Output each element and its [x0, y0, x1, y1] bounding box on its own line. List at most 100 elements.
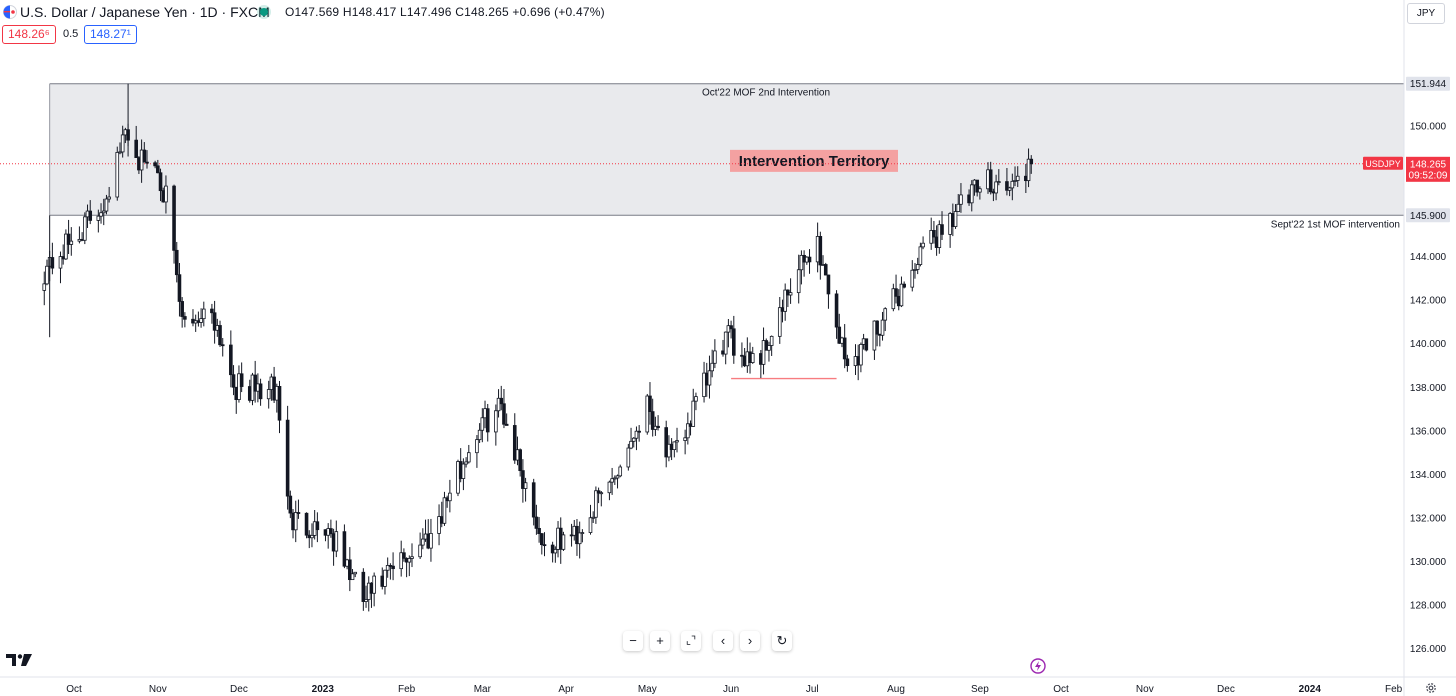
candle-body: [174, 249, 179, 276]
candle-body: [610, 478, 614, 483]
y-tick-label: 130.000: [1410, 557, 1447, 568]
candle-body: [777, 307, 782, 337]
candle-body: [58, 256, 63, 269]
sell-price-button[interactable]: 148.26⁶: [2, 25, 56, 44]
scroll-left-button[interactable]: ‹: [713, 631, 733, 651]
candle-body: [826, 274, 831, 295]
ohlc-readout: O147.569 H148.417 L147.496 C148.265 +0.6…: [285, 5, 605, 19]
currency-button[interactable]: JPY: [1407, 3, 1445, 24]
candle-body: [334, 531, 339, 552]
candle-body: [683, 437, 687, 441]
candle-body: [769, 335, 774, 346]
candle-body: [383, 569, 387, 587]
candle-body: [875, 320, 879, 335]
candle-body: [580, 532, 585, 534]
candle-body: [421, 538, 425, 546]
candle-body: [253, 374, 257, 392]
candle-body: [504, 423, 509, 426]
candle-body: [650, 411, 655, 430]
candle-body: [399, 552, 403, 570]
candle-body: [537, 527, 541, 535]
candle-body: [1015, 175, 1020, 181]
candle-body: [496, 397, 501, 412]
candle-body: [713, 350, 717, 364]
candle-body: [959, 194, 963, 205]
candle-body: [1010, 180, 1015, 189]
candle-body: [588, 517, 593, 533]
territory-label: Intervention Territory: [739, 153, 890, 170]
candle-body: [921, 242, 925, 248]
candle-body: [664, 427, 668, 458]
candle-body: [50, 257, 55, 269]
x-tick-label: Dec: [230, 684, 248, 695]
candle-body: [818, 236, 823, 266]
candle-body: [66, 233, 71, 245]
market-status-icon[interactable]: [260, 8, 268, 16]
x-tick-label: Sep: [971, 684, 989, 695]
candle-body: [523, 482, 528, 489]
zoom-in-button[interactable]: +: [650, 631, 670, 651]
x-tick-label: Apr: [558, 684, 574, 695]
candle-body: [153, 162, 157, 167]
scroll-right-button[interactable]: ›: [740, 631, 760, 651]
candle-body: [499, 397, 504, 405]
candle-body: [634, 430, 639, 439]
x-tick-label: 2024: [1299, 684, 1322, 695]
reset-chart-button[interactable]: ⌞⌝: [681, 631, 701, 651]
tradingview-logo-icon[interactable]: [5, 652, 33, 668]
y-tick-label: 140.000: [1410, 339, 1447, 350]
candle-body: [342, 531, 347, 567]
candle-body: [534, 516, 539, 529]
zone-price-label: 145.900: [1410, 211, 1447, 222]
candle-body: [104, 198, 109, 212]
candle-body: [540, 533, 544, 546]
candle-body: [288, 495, 293, 514]
lightning-icon[interactable]: [1030, 658, 1046, 674]
candle-body: [115, 152, 120, 198]
buy-price-button[interactable]: 148.27¹: [84, 25, 137, 44]
intervention-zone: [49, 83, 1405, 216]
x-tick-label: Mar: [474, 684, 492, 695]
candle-body: [96, 215, 101, 221]
candle-body: [891, 288, 896, 310]
candle-body: [675, 440, 679, 443]
candle-body: [667, 443, 671, 458]
candle-body: [477, 429, 482, 441]
candle-body: [796, 269, 801, 294]
candle-body: [1029, 158, 1034, 165]
symbol-title[interactable]: U.S. Dollar / Japanese Yen · 1D · FXCM: [20, 4, 270, 20]
zone-bottom-price-tag: [1406, 208, 1450, 223]
candle-body: [932, 230, 936, 238]
candle-body: [691, 400, 696, 427]
y-tick-label: 134.000: [1410, 470, 1447, 481]
candle-body: [880, 319, 885, 336]
candle-body: [837, 326, 842, 344]
candle-body: [120, 134, 125, 153]
candle-body: [807, 256, 812, 263]
refresh-button[interactable]: ↻: [772, 631, 792, 651]
x-tick-label: Oct: [66, 684, 82, 695]
candle-body: [485, 408, 490, 433]
candle-body: [364, 599, 368, 602]
candle-body: [442, 497, 447, 524]
candle-body: [859, 343, 863, 366]
candle-body: [293, 512, 298, 531]
candle-body: [894, 288, 898, 297]
candle-body: [391, 565, 395, 570]
candle-body: [872, 320, 877, 351]
countdown-label: 09:52:09: [1409, 170, 1448, 181]
candle-body: [969, 184, 974, 204]
x-tick-label: Aug: [887, 684, 905, 695]
candle-body: [656, 425, 660, 428]
x-tick-label: Nov: [1136, 684, 1154, 695]
candle-body: [239, 373, 244, 387]
candle-body: [1007, 187, 1012, 191]
settings-gear-icon[interactable]: [1425, 682, 1437, 694]
zoom-out-button[interactable]: −: [623, 631, 643, 651]
candle-body: [637, 430, 641, 433]
candle-body: [902, 283, 906, 288]
candle-body: [918, 246, 923, 265]
candle-body: [402, 552, 406, 559]
candle-body: [937, 224, 942, 248]
